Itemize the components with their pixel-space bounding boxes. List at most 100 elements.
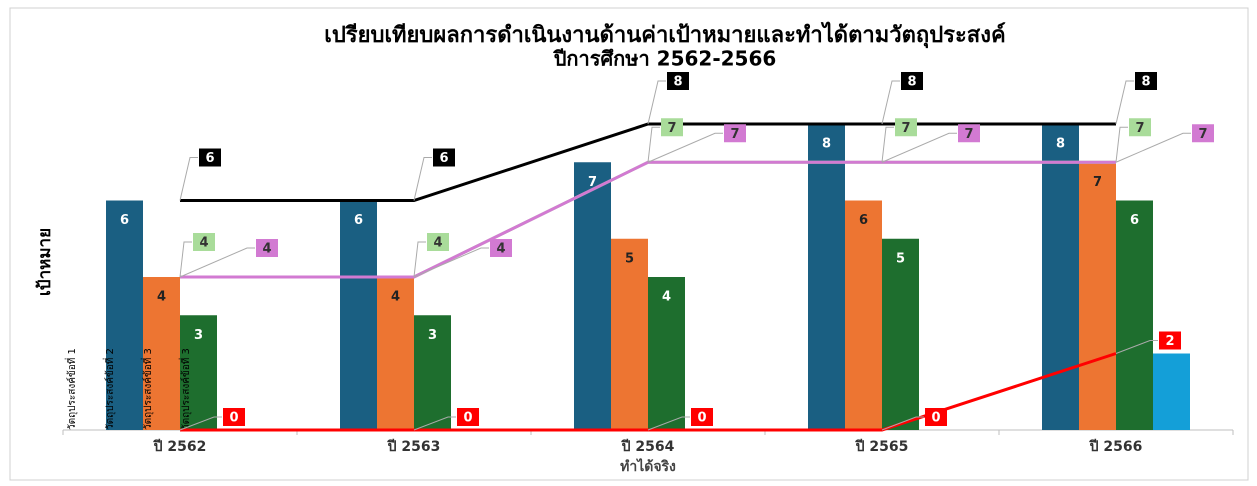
bar (340, 200, 377, 430)
bar-label: 6 (354, 213, 363, 228)
leader-line (413, 241, 426, 278)
bar-label: 8 (822, 137, 831, 152)
chart-subtitle: ปีการศึกษา 2562-2566 (552, 47, 776, 71)
legend-label: วัตถุประสงค์ข้อที่ 3 (140, 348, 154, 430)
leader-line (1115, 80, 1134, 125)
data-label-box (661, 118, 683, 137)
bar (1042, 124, 1079, 430)
data-label-box (427, 233, 449, 251)
bar (143, 277, 180, 430)
bar-label: 5 (896, 251, 905, 266)
bar (845, 200, 882, 430)
leader-line (413, 247, 489, 278)
x-tick-label: ปี 2562 (152, 439, 206, 455)
leader-line (413, 157, 432, 201)
data-label: 2 (1165, 334, 1174, 349)
data-label: 8 (673, 75, 682, 90)
bar-label: 4 (391, 290, 400, 305)
leader-line (179, 416, 222, 431)
data-label: 0 (931, 411, 940, 426)
data-label: 0 (229, 411, 238, 426)
data-label: 7 (1198, 127, 1207, 142)
data-label-box (724, 124, 746, 143)
data-label-box (223, 408, 245, 426)
leader-line (1115, 126, 1128, 163)
x-tick-label: ปี 2564 (620, 439, 674, 455)
bar-label: 7 (1093, 175, 1102, 190)
leader-line (413, 416, 456, 431)
data-label-box (958, 124, 980, 143)
bar (882, 238, 919, 430)
bar (180, 315, 217, 430)
bar-label: 6 (859, 213, 868, 228)
x-tick-label: ปี 2566 (1088, 439, 1142, 455)
data-label: 4 (433, 236, 442, 251)
leader-line (881, 126, 894, 163)
bar-label: 6 (120, 213, 129, 228)
data-label-box (457, 408, 479, 426)
x-tick-label: ปี 2563 (386, 439, 440, 455)
data-label: 6 (439, 151, 448, 166)
leader-line (881, 80, 900, 125)
data-label-box (925, 408, 947, 426)
bar-label: 4 (157, 290, 166, 305)
bar (648, 277, 685, 430)
data-label: 4 (199, 236, 208, 251)
data-label-box (667, 72, 689, 90)
legend-label: วัตถุประสงค์ข้อที่ 3 (178, 348, 192, 430)
data-label-box (691, 408, 713, 426)
leader-line (881, 132, 957, 163)
data-label: 7 (964, 127, 973, 142)
data-label: 0 (463, 411, 472, 426)
bar-label: 7 (588, 175, 597, 190)
bar (414, 315, 451, 430)
bar-label: 3 (194, 328, 203, 343)
x-axis-label: ทำได้จริง (620, 457, 676, 475)
data-label: 8 (907, 75, 916, 90)
leader-line (179, 247, 255, 278)
leader-line (647, 80, 666, 125)
data-label: 4 (262, 242, 271, 257)
chart-title: เปรียบเทียบผลการดำเนินงานด้านค่าเป้าหมาย… (324, 21, 1005, 49)
x-tick-label: ปี 2565 (854, 439, 908, 455)
legend-label: วัตถุประสงค์ข้อที่ 1 (64, 348, 78, 430)
data-label: 0 (697, 411, 706, 426)
data-label-box (895, 118, 917, 137)
data-label-box (199, 148, 221, 167)
data-label: 8 (1141, 75, 1150, 90)
bar (1079, 162, 1116, 430)
data-label-box (433, 148, 455, 167)
leader-line (647, 416, 690, 431)
leader-line (881, 416, 924, 431)
bar (1116, 200, 1153, 430)
data-label-box (1129, 118, 1151, 137)
bar-label: 6 (1130, 213, 1139, 228)
data-label-box (901, 72, 923, 90)
data-label: 4 (496, 242, 505, 257)
data-label-box (193, 233, 215, 251)
bar (611, 238, 648, 430)
data-label: 7 (667, 121, 676, 136)
legend-label: วัตถุประสงค์ข้อที่ 2 (102, 348, 116, 430)
leader-line (647, 132, 723, 163)
data-label-box (1135, 72, 1157, 90)
data-label: 6 (205, 151, 214, 166)
y-axis-label: เป้าหมาย (35, 228, 55, 296)
data-label-box (1192, 124, 1214, 143)
data-label: 7 (1135, 121, 1144, 136)
leader-line (179, 157, 198, 201)
bar-label: 8 (1056, 137, 1065, 152)
leader-line (647, 126, 660, 163)
bar (106, 200, 143, 430)
bar-label: 4 (662, 290, 671, 305)
data-label-box (1159, 331, 1181, 350)
bar (808, 124, 845, 430)
bar-label: 5 (625, 251, 634, 266)
data-label-box (490, 239, 512, 257)
leader-line (1115, 340, 1158, 354)
data-label: 7 (901, 121, 910, 136)
leader-line (1115, 132, 1191, 163)
data-label-box (256, 239, 278, 257)
bar (1153, 353, 1190, 430)
